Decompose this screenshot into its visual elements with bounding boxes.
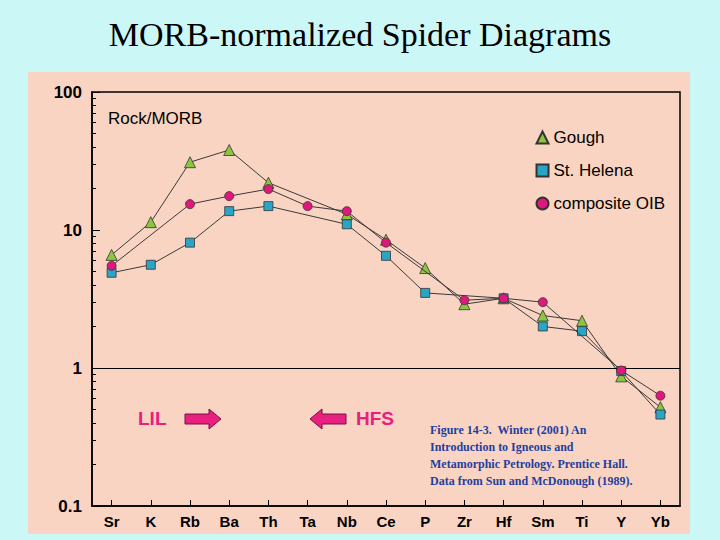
svg-text:Rock/MORB: Rock/MORB	[108, 109, 202, 128]
svg-text:Hf: Hf	[496, 513, 513, 530]
svg-text:Gough: Gough	[554, 128, 605, 147]
svg-text:MORB-normalized Spider Diagram: MORB-normalized Spider Diagrams	[109, 16, 611, 53]
svg-text:Ti: Ti	[575, 513, 588, 530]
svg-text:composite OIB: composite OIB	[554, 194, 666, 213]
svg-text:HFS: HFS	[356, 408, 394, 429]
svg-text:K: K	[145, 513, 156, 530]
svg-text:LIL: LIL	[138, 408, 167, 429]
svg-text:0.1: 0.1	[58, 497, 82, 516]
svg-text:Metamorphic Petrology. Prentic: Metamorphic Petrology. Prentice Hall.	[430, 457, 628, 471]
svg-text:Sm: Sm	[531, 513, 554, 530]
svg-text:Nb: Nb	[337, 513, 357, 530]
svg-text:Y: Y	[616, 513, 626, 530]
svg-text:Zr: Zr	[457, 513, 472, 530]
svg-text:Introduction to Igneous and: Introduction to Igneous and	[430, 440, 574, 454]
svg-text:1: 1	[73, 359, 82, 378]
svg-text:Yb: Yb	[651, 513, 670, 530]
svg-text:Figure 14-3. Winter (2001) An: Figure 14-3. Winter (2001) An	[430, 423, 587, 437]
svg-text:Ta: Ta	[299, 513, 316, 530]
svg-text:Rb: Rb	[180, 513, 200, 530]
svg-text:Ce: Ce	[376, 513, 395, 530]
svg-text:Sr: Sr	[104, 513, 120, 530]
svg-text:100: 100	[54, 83, 82, 102]
svg-text:10: 10	[63, 221, 82, 240]
svg-text:Ba: Ba	[220, 513, 240, 530]
svg-text:Th: Th	[259, 513, 277, 530]
svg-text:P: P	[420, 513, 430, 530]
svg-text:Data from Sun and McDonough (1: Data from Sun and McDonough (1989).	[430, 474, 632, 488]
svg-text:St. Helena: St. Helena	[554, 161, 634, 180]
